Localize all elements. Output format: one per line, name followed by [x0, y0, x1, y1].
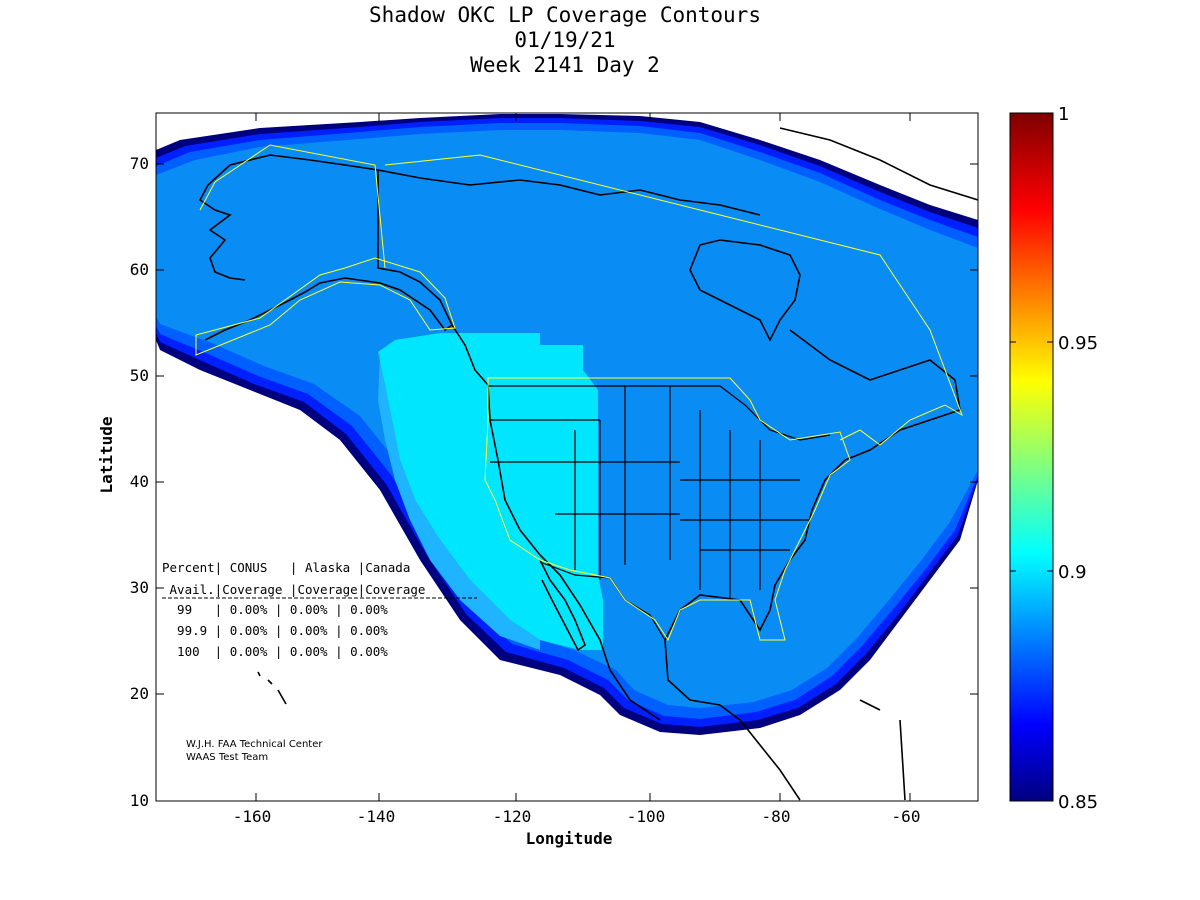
alaska-west-coast: [198, 184, 246, 281]
x-tick-labels: -160 -140 -120 -100 -80 -60: [233, 807, 921, 826]
x-axis-label: Longitude: [526, 829, 613, 848]
y-tick-labels: 10 20 30 40 50 60 70: [130, 154, 149, 810]
x-tick-label: -100: [627, 807, 666, 826]
table-header-row2: Avail.|Coverage |Coverage|Coverage: [162, 582, 425, 597]
y-tick-label: 70: [130, 154, 149, 173]
plot-frame: [155, 112, 979, 802]
x-tick-label: -160: [233, 807, 272, 826]
alaska-service-outline: [195, 144, 456, 356]
hawaii-islands: [257, 671, 287, 705]
x-tick-label: -120: [493, 807, 532, 826]
y-tick-label: 50: [130, 366, 149, 385]
map-title-line2: 01/19/21: [514, 28, 616, 52]
y-tick-label: 40: [130, 472, 149, 491]
table-header-row1: Percent| CONUS | Alaska |Canada: [162, 560, 410, 575]
table-row: 99 | 0.00% | 0.00% | 0.00%: [162, 602, 388, 617]
y-tick-marks: [156, 163, 978, 802]
colorbar-label: 0.95: [1058, 333, 1098, 354]
y-tick-label: 20: [130, 684, 149, 703]
colorbar-label: 1: [1058, 104, 1069, 125]
x-tick-label: -60: [892, 807, 921, 826]
x-tick-marks: [255, 113, 911, 801]
baja-coast: [539, 559, 586, 652]
colorbar-label: 0.85: [1058, 792, 1098, 813]
alaska-coast: [204, 154, 454, 341]
west-coast: [451, 324, 661, 721]
x-tick-label: -140: [357, 807, 396, 826]
conus-service-outline: [484, 377, 851, 642]
hudson-bay-coast: [689, 239, 801, 342]
service-area-outlines: [195, 144, 963, 642]
credit-line2: WAAS Test Team: [186, 752, 268, 763]
colorbar-labels: 1 0.95 0.9 0.85: [1058, 104, 1098, 813]
greenland-coast: [779, 127, 978, 201]
x-tick-label: -80: [762, 807, 791, 826]
y-tick-label: 30: [130, 578, 149, 597]
credit-line1: W.J.H. FAA Technical Center: [186, 739, 323, 750]
canada-arctic-coast: [377, 169, 761, 216]
canada-service-outline: [384, 154, 963, 446]
colorbar: [1009, 112, 1054, 802]
contour-band-light: [378, 352, 540, 650]
map-title-line1: Shadow OKC LP Coverage Contours: [369, 3, 761, 27]
y-axis-label: Latitude: [97, 416, 116, 493]
table-row: 99.9 | 0.00% | 0.00% | 0.00%: [162, 623, 388, 638]
colorbar-label: 0.9: [1058, 562, 1087, 583]
colorbar-ticks: [1010, 112, 1053, 802]
y-tick-label: 10: [130, 791, 149, 810]
central-america: [719, 699, 906, 801]
coverage-table: Percent| CONUS | Alaska |Canada Avail.|C…: [162, 560, 477, 659]
table-row: 100 | 0.00% | 0.00% | 0.00%: [162, 644, 388, 659]
state-grid-lines: [490, 386, 810, 600]
y-tick-label: 60: [130, 260, 149, 279]
us-canada-border: [488, 385, 831, 441]
map-title-line3: Week 2141 Day 2: [470, 53, 660, 77]
